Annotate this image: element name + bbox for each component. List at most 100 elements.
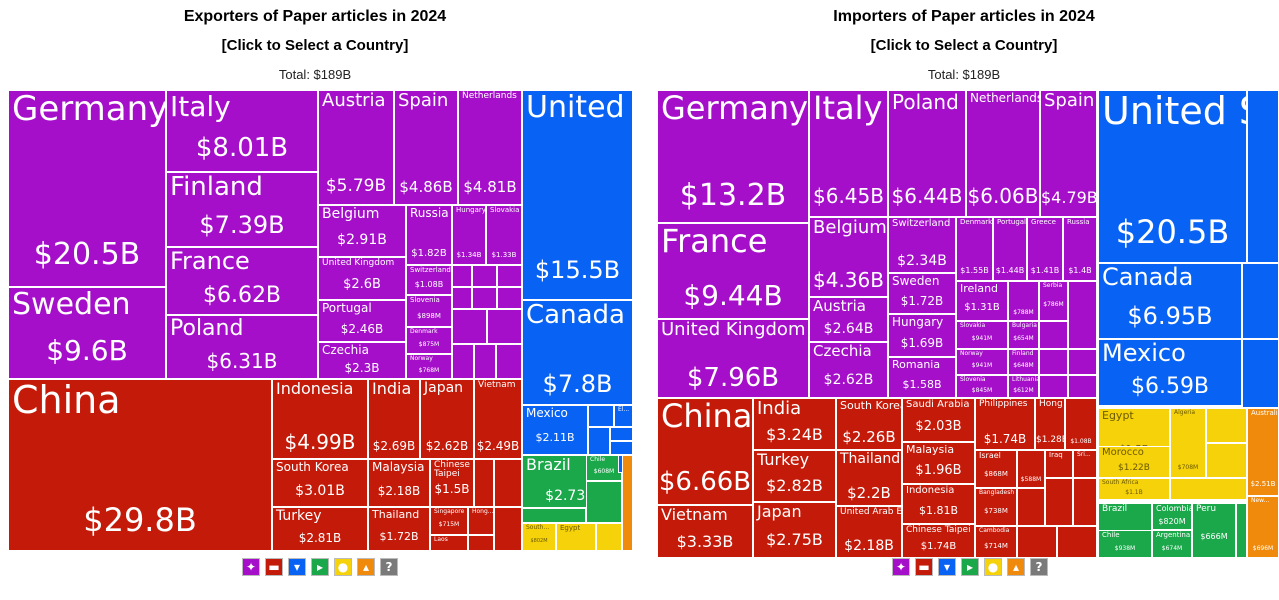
- treemap-cell-small[interactable]: [472, 287, 497, 309]
- treemap-cell-hungary[interactable]: Hungary $1.34B: [452, 205, 486, 265]
- treemap-cell-unlabeled[interactable]: $588M: [1017, 450, 1045, 488]
- treemap-cell-morocco[interactable]: Morocco $1.22B: [1098, 446, 1170, 478]
- treemap-cell-czechia[interactable]: Czechia $2.62B: [809, 342, 888, 398]
- treemap-cell-small[interactable]: [452, 287, 472, 309]
- treemap-cell-indonesia[interactable]: Indonesia $1.81B: [902, 484, 975, 524]
- treemap-cell-small[interactable]: [497, 287, 522, 309]
- treemap-cell-small[interactable]: [452, 344, 474, 379]
- importers-select-country-link[interactable]: [Click to Select a Country]: [870, 37, 1058, 54]
- oceania-icon[interactable]: ▴: [1007, 558, 1025, 576]
- treemap-cell-china[interactable]: China $29.8B: [8, 379, 272, 551]
- treemap-cell-small[interactable]: [1039, 321, 1068, 349]
- treemap-cell-peru[interactable]: Peru $666M: [1192, 503, 1236, 558]
- treemap-cell-turkey[interactable]: Turkey $2.81B: [272, 507, 368, 551]
- treemap-cell-sweden[interactable]: Sweden $1.72B: [888, 273, 956, 314]
- treemap-cell-small[interactable]: [1242, 339, 1279, 408]
- treemap-cell-poland[interactable]: Poland $6.44B: [888, 90, 966, 217]
- treemap-cell-el[interactable]: El...: [614, 405, 633, 427]
- europe-icon[interactable]: ✦: [892, 558, 910, 576]
- treemap-cell-germany[interactable]: Germany $13.2B: [657, 90, 809, 223]
- treemap-cell-small[interactable]: [1242, 263, 1279, 339]
- treemap-cell-small[interactable]: [586, 481, 622, 523]
- treemap-cell-finland[interactable]: Finland $7.39B: [166, 172, 318, 247]
- treemap-cell-japan[interactable]: Japan $2.75B: [753, 502, 836, 558]
- treemap-cell-south-korea[interactable]: South Korea $2.26B: [836, 398, 902, 450]
- treemap-cell-small[interactable]: [494, 459, 522, 507]
- treemap-cell-small[interactable]: [1017, 488, 1045, 526]
- treemap-cell-small[interactable]: [1073, 478, 1097, 526]
- south-america-icon[interactable]: ▸: [961, 558, 979, 576]
- treemap-cell-thailand[interactable]: Thailand $1.72B: [368, 507, 430, 551]
- treemap-cell-south-korea[interactable]: South Korea $3.01B: [272, 459, 368, 507]
- north-america-icon[interactable]: ▾: [288, 558, 306, 576]
- treemap-cell-poland[interactable]: Poland $6.31B: [166, 315, 318, 379]
- treemap-cell-malaysia[interactable]: Malaysia $1.96B: [902, 442, 975, 484]
- treemap-cell-small[interactable]: [452, 265, 472, 287]
- treemap-cell-argentina[interactable]: Argentina $674M: [1152, 530, 1192, 558]
- treemap-cell-united-kingdom[interactable]: United Kingdom $7.96B: [657, 319, 809, 398]
- treemap-cell-israel[interactable]: Israel $868M: [975, 450, 1017, 488]
- treemap-cell-small[interactable]: [472, 265, 497, 287]
- treemap-cell-laos[interactable]: Laos: [430, 535, 468, 551]
- treemap-cell-egypt[interactable]: Egypt: [556, 523, 596, 551]
- treemap-cell-canada[interactable]: Canada $6.95B: [1098, 263, 1242, 339]
- treemap-cell-cambodia[interactable]: Cambodia $714M: [975, 526, 1017, 558]
- treemap-cell-ireland[interactable]: Ireland $1.31B: [956, 281, 1008, 321]
- treemap-cell-chinese-taipei[interactable]: Chinese Taipei $1.5B: [430, 459, 474, 507]
- treemap-cell-switzerland[interactable]: Switzerland $1.08B: [406, 265, 452, 295]
- treemap-cell-switzerland[interactable]: Switzerland $2.34B: [888, 217, 956, 273]
- treemap-cell-south-africa[interactable]: South Africa $1.1B: [1098, 478, 1170, 500]
- treemap-cell-china[interactable]: China $6.66B: [657, 398, 753, 505]
- treemap-cell-small[interactable]: [1247, 90, 1279, 263]
- unknown-icon[interactable]: ?: [380, 558, 398, 576]
- africa-icon[interactable]: ●: [984, 558, 1002, 576]
- treemap-cell-australia[interactable]: Australia $2.51B: [1247, 408, 1279, 496]
- asia-icon[interactable]: ▬: [915, 558, 933, 576]
- treemap-cell-india[interactable]: India $2.69B: [368, 379, 420, 459]
- treemap-cell-slovakia[interactable]: Slovakia $941M: [956, 321, 1008, 349]
- treemap-cell-slovakia[interactable]: Slovakia $1.33B: [486, 205, 522, 265]
- treemap-cell-france[interactable]: France $6.62B: [166, 247, 318, 315]
- treemap-cell-singapore[interactable]: Singapore $715M: [430, 507, 468, 535]
- treemap-cell-small[interactable]: [1017, 526, 1057, 558]
- treemap-cell-austria[interactable]: Austria $2.64B: [809, 297, 888, 342]
- treemap-cell-spain[interactable]: Spain $4.86B: [394, 90, 458, 205]
- treemap-cell-japan[interactable]: Japan $2.62B: [420, 379, 474, 459]
- treemap-cell-small[interactable]: [1039, 349, 1068, 375]
- treemap-cell-small[interactable]: [487, 309, 522, 344]
- treemap-cell-united-states[interactable]: United States $15.5B: [522, 90, 633, 300]
- treemap-cell-united-arab-emirates[interactable]: United Arab Emirates $2.18B: [836, 506, 902, 558]
- treemap-cell-mexico[interactable]: Mexico $2.11B: [522, 405, 588, 455]
- treemap-cell-philippines[interactable]: Philippines $1.74B: [975, 398, 1035, 450]
- treemap-cell-small[interactable]: [1236, 503, 1247, 558]
- treemap-cell-algeria[interactable]: Algeria $708M: [1170, 408, 1206, 478]
- asia-icon[interactable]: ▬: [265, 558, 283, 576]
- treemap-cell-small[interactable]: [452, 309, 487, 344]
- treemap-cell-india[interactable]: India $3.24B: [753, 398, 836, 450]
- treemap-cell-slovenia[interactable]: Slovenia $845M: [956, 375, 1008, 398]
- treemap-cell-united-states[interactable]: United States $20.5B: [1098, 90, 1247, 263]
- treemap-cell-chile[interactable]: Chile $938M: [1098, 530, 1152, 558]
- treemap-cell-sweden[interactable]: Sweden $9.6B: [8, 287, 166, 379]
- treemap-cell-netherlands[interactable]: Netherlands $6.06B: [966, 90, 1040, 217]
- treemap-cell-new[interactable]: New... $696M: [1247, 496, 1279, 558]
- treemap-cell-small[interactable]: [522, 508, 586, 523]
- treemap-cell-small[interactable]: [1206, 408, 1247, 443]
- treemap-cell-lithuania[interactable]: Lithuania $612M: [1008, 375, 1039, 398]
- treemap-cell-small[interactable]: [1068, 375, 1097, 398]
- treemap-cell-norway[interactable]: Norway $768M: [406, 354, 452, 379]
- treemap-cell-austria[interactable]: Austria $5.79B: [318, 90, 394, 205]
- treemap-cell-small[interactable]: [610, 427, 633, 441]
- treemap-cell-colombia[interactable]: Colombia $820M: [1152, 503, 1192, 530]
- treemap-cell-small[interactable]: [474, 344, 496, 379]
- treemap-cell-belgium[interactable]: Belgium $4.36B: [809, 217, 888, 297]
- treemap-cell-unlabeled[interactable]: $1.08B: [1065, 398, 1097, 450]
- treemap-cell-hong-kong[interactable]: Hong Kong $1.28B: [1035, 398, 1065, 450]
- treemap-cell-small[interactable]: [610, 441, 633, 455]
- treemap-cell-netherlands[interactable]: Netherlands $4.81B: [458, 90, 522, 205]
- treemap-cell-denmark[interactable]: Denmark $1.55B: [956, 217, 993, 281]
- treemap-cell-small[interactable]: [1039, 375, 1068, 398]
- treemap-cell-italy[interactable]: Italy $8.01B: [166, 90, 318, 172]
- treemap-cell-portugal[interactable]: Portugal $1.44B: [993, 217, 1027, 281]
- treemap-cell-greece[interactable]: Greece $1.41B: [1027, 217, 1063, 281]
